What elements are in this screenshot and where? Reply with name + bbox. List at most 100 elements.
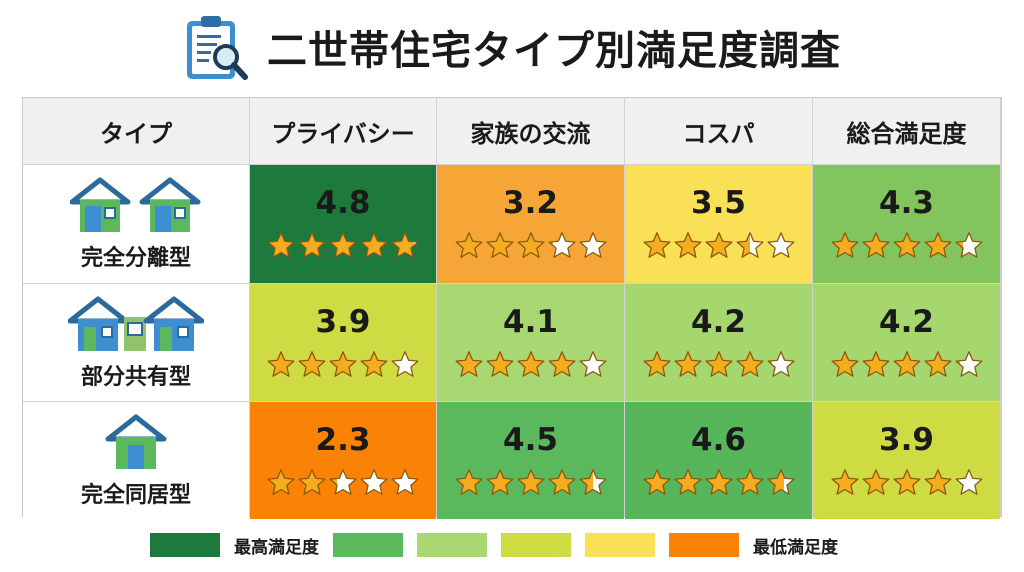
- star-full-icon: [517, 468, 544, 495]
- star-full-icon: [736, 468, 763, 495]
- header-cost-performance: コスパ: [625, 98, 812, 164]
- star-half-icon: [579, 468, 606, 495]
- value-cell: 3.2: [437, 165, 624, 283]
- star-empty-icon: [391, 468, 419, 495]
- star-full-icon: [736, 350, 763, 377]
- star-full-icon: [862, 350, 889, 377]
- star-half-icon: [736, 232, 763, 258]
- value-cell: 2.3: [250, 402, 436, 519]
- single-house-icon: [105, 414, 167, 469]
- star-full-icon: [674, 350, 701, 377]
- star-full-icon: [329, 350, 357, 377]
- value-cell: 4.8: [250, 165, 436, 283]
- title-bar: 二世帯住宅タイプ別満足度調査: [0, 6, 1024, 88]
- star-half-icon: [955, 232, 982, 258]
- star-full-icon: [674, 232, 701, 258]
- star-empty-icon: [767, 232, 794, 258]
- score-label: 4.3: [879, 185, 934, 221]
- star-full-icon: [455, 232, 482, 258]
- color-legend: 最高満足度 最低満足度: [150, 532, 852, 558]
- star-full-icon: [298, 468, 326, 495]
- star-full-icon: [298, 232, 326, 258]
- star-rating: [454, 350, 608, 379]
- star-full-icon: [893, 350, 920, 377]
- value-cell: 3.9: [250, 284, 436, 401]
- star-full-icon: [486, 350, 513, 377]
- legend-low-label: 最低満足度: [753, 537, 838, 558]
- star-full-icon: [517, 232, 544, 258]
- connected-houses-icon: [68, 296, 204, 351]
- star-full-icon: [924, 350, 951, 377]
- header-type: タイプ: [23, 98, 249, 164]
- star-full-icon: [548, 350, 575, 377]
- score-label: 3.9: [879, 421, 934, 458]
- header-privacy: プライバシー: [250, 98, 436, 164]
- star-full-icon: [455, 468, 482, 495]
- star-full-icon: [862, 468, 889, 495]
- star-half-icon: [579, 350, 606, 377]
- star-full-icon: [705, 468, 732, 495]
- star-full-icon: [329, 232, 357, 258]
- type-label-partial-shared: 部分共有型: [80, 364, 191, 390]
- score-label: 3.2: [503, 185, 558, 221]
- star-full-icon: [455, 350, 482, 377]
- star-empty-icon: [579, 232, 606, 258]
- star-half-icon: [924, 468, 951, 495]
- type-label-full-cohabitation: 完全同居型: [80, 482, 191, 508]
- score-label: 4.5: [503, 421, 558, 458]
- legend-swatch: [669, 533, 739, 557]
- score-label: 4.2: [879, 303, 934, 340]
- score-label: 3.9: [315, 303, 371, 340]
- legend-swatch: [417, 533, 487, 557]
- star-half-icon: [548, 232, 575, 258]
- star-full-icon: [674, 468, 701, 495]
- type-cell-separate: 完全分離型: [23, 165, 249, 283]
- star-half-icon: [391, 232, 419, 258]
- star-half-icon: [329, 468, 357, 495]
- legend-swatch: [585, 533, 655, 557]
- star-full-icon: [643, 468, 670, 495]
- star-half-icon: [955, 350, 982, 377]
- star-full-icon: [893, 232, 920, 258]
- score-label: 4.2: [691, 303, 746, 340]
- star-empty-icon: [360, 468, 388, 495]
- value-cell: 3.5: [625, 165, 812, 283]
- star-full-icon: [862, 232, 889, 258]
- two-separate-houses-icon: [70, 177, 201, 232]
- star-rating: [642, 231, 796, 260]
- legend-high-label: 最高満足度: [234, 537, 319, 558]
- star-rating: [454, 468, 608, 497]
- star-full-icon: [360, 232, 388, 258]
- header-overall-satisfaction: 総合満足度: [813, 98, 1000, 164]
- header-family-interaction: 家族の交流: [437, 98, 624, 164]
- star-full-icon: [643, 232, 670, 258]
- score-label: 4.8: [315, 185, 371, 221]
- star-rating: [830, 231, 984, 260]
- star-full-icon: [267, 468, 295, 495]
- star-full-icon: [831, 232, 858, 258]
- type-label-separate: 完全分離型: [80, 246, 191, 271]
- star-rating: [266, 468, 420, 497]
- star-full-icon: [298, 350, 326, 377]
- star-rating: [266, 231, 420, 260]
- type-cell-partial-shared: 部分共有型: [23, 284, 249, 401]
- star-full-icon: [705, 232, 732, 258]
- star-rating: [830, 468, 984, 497]
- star-full-icon: [486, 232, 513, 258]
- score-label: 3.5: [691, 185, 746, 221]
- star-empty-icon: [391, 350, 419, 377]
- value-cell: 4.2: [813, 284, 1000, 401]
- star-full-icon: [517, 350, 544, 377]
- value-cell: 4.1: [437, 284, 624, 401]
- score-label: 4.6: [691, 421, 746, 458]
- star-rating: [642, 468, 796, 497]
- star-full-icon: [705, 350, 732, 377]
- page-title: 二世帯住宅タイプ別満足度調査: [267, 28, 841, 74]
- star-rating: [642, 350, 796, 379]
- legend-swatch: [501, 533, 571, 557]
- star-full-icon: [267, 232, 295, 258]
- star-empty-icon: [955, 468, 982, 495]
- star-half-icon: [767, 468, 794, 495]
- star-rating: [454, 231, 608, 260]
- value-cell: 4.5: [437, 402, 624, 519]
